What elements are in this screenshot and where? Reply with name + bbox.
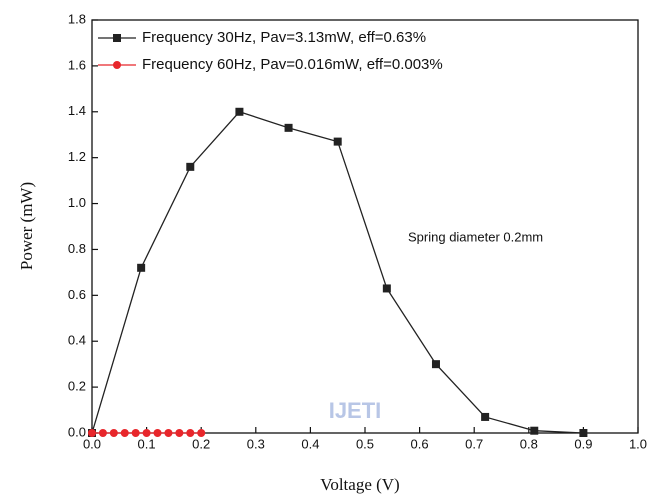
- data-point: [481, 412, 490, 421]
- legend-label: Frequency 60Hz, Pav=0.016mW, eff=0.003%: [142, 56, 443, 73]
- x-tick-label: 0.1: [138, 436, 156, 451]
- legend-marker: [113, 61, 121, 69]
- x-tick-label: 0.3: [247, 436, 265, 451]
- data-point: [333, 137, 342, 146]
- x-tick-label: 0.0: [83, 436, 101, 451]
- data-point: [88, 429, 96, 437]
- data-point: [382, 284, 391, 293]
- data-point: [186, 429, 195, 437]
- y-tick-label: 1.4: [68, 103, 86, 118]
- y-tick-label: 1.6: [68, 57, 86, 72]
- x-tick-label: 0.6: [411, 436, 429, 451]
- plot-frame: [91, 19, 639, 434]
- y-tick-label: 1.8: [68, 11, 86, 26]
- y-tick-label: 1.2: [68, 149, 86, 164]
- y-tick-label: 0.6: [68, 287, 86, 302]
- watermark: IJETI: [329, 398, 382, 423]
- data-point: [431, 360, 440, 369]
- data-point: [120, 429, 129, 437]
- y-axis-title: Power (mW): [17, 182, 36, 270]
- series-line: [91, 111, 584, 434]
- y-tick-label: 0.4: [68, 333, 86, 348]
- data-point: [579, 429, 588, 437]
- legend-label: Frequency 30Hz, Pav=3.13mW, eff=0.63%: [142, 29, 426, 46]
- data-point: [164, 429, 173, 437]
- data-point: [186, 162, 195, 171]
- data-point: [142, 429, 151, 437]
- x-tick-label: 0.8: [520, 436, 538, 451]
- data-point: [197, 429, 206, 437]
- legend-marker: [113, 34, 121, 42]
- data-point: [109, 429, 118, 437]
- x-tick-label: 0.7: [465, 436, 483, 451]
- x-tick-label: 0.9: [574, 436, 592, 451]
- data-point: [235, 107, 244, 116]
- x-tick-label: 0.4: [301, 436, 319, 451]
- data-point: [530, 426, 539, 435]
- y-tick-label: 0.2: [68, 379, 86, 394]
- data-point: [131, 429, 140, 437]
- x-tick-label: 1.0: [629, 436, 647, 451]
- annotation: Spring diameter 0.2mm: [408, 229, 543, 244]
- x-axis-title: Voltage (V): [320, 475, 399, 494]
- data-point: [175, 429, 184, 437]
- data-point: [153, 429, 162, 437]
- x-tick-label: 0.2: [192, 436, 210, 451]
- y-tick-label: 0.0: [68, 424, 86, 439]
- data-point: [137, 263, 146, 272]
- data-point: [98, 429, 107, 437]
- data-point: [284, 123, 293, 132]
- x-tick-label: 0.5: [356, 436, 374, 451]
- y-tick-label: 0.8: [68, 241, 86, 256]
- y-tick-label: 1.0: [68, 195, 86, 210]
